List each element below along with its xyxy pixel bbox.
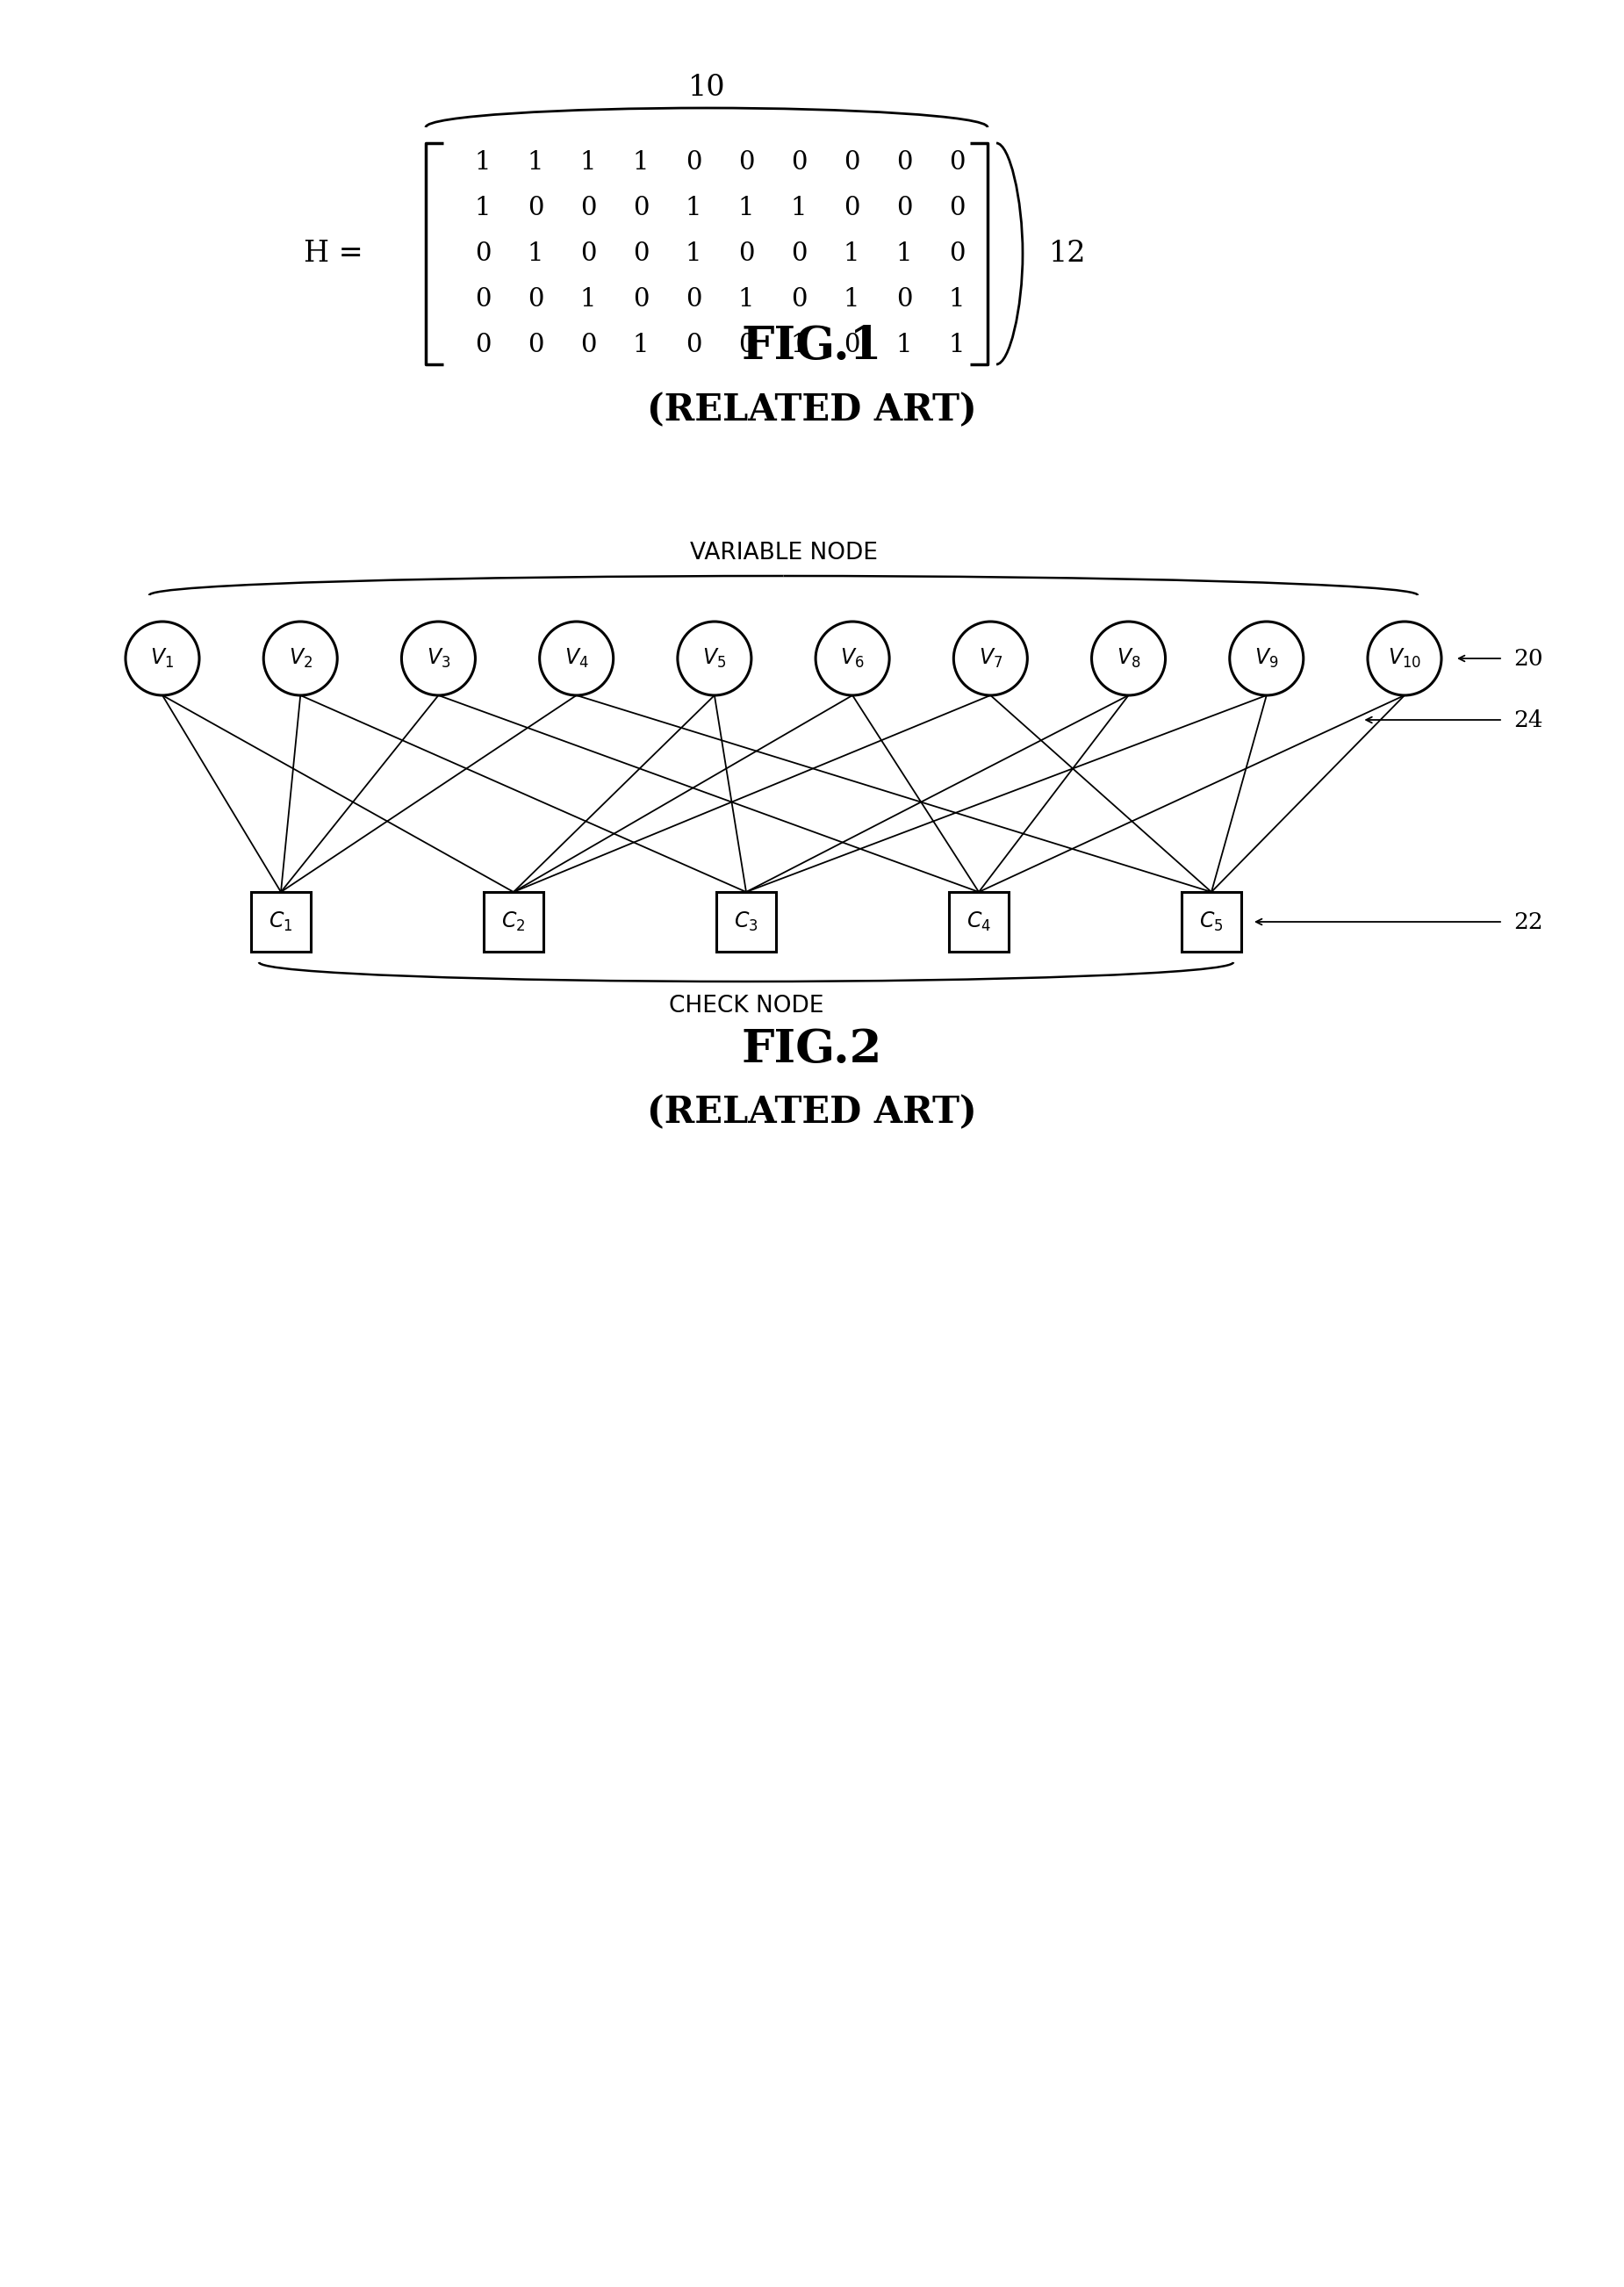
Circle shape — [1367, 622, 1442, 695]
Text: 0: 0 — [791, 151, 807, 174]
Text: 0: 0 — [633, 197, 650, 220]
Text: 0: 0 — [896, 151, 913, 174]
Circle shape — [401, 622, 476, 695]
Text: H =: H = — [304, 240, 364, 268]
Text: 1: 1 — [580, 151, 596, 174]
Text: 1: 1 — [737, 197, 754, 220]
Text: 1: 1 — [737, 288, 754, 311]
Text: 22: 22 — [1514, 910, 1543, 933]
Circle shape — [1229, 622, 1304, 695]
Text: 1: 1 — [896, 242, 913, 265]
Text: $V_2$: $V_2$ — [289, 647, 312, 670]
Text: 0: 0 — [580, 242, 596, 265]
Text: 0: 0 — [633, 242, 650, 265]
Text: FIG.2: FIG.2 — [742, 1027, 882, 1073]
Text: 1: 1 — [474, 197, 490, 220]
Text: 1: 1 — [528, 242, 544, 265]
Text: $V_6$: $V_6$ — [840, 647, 864, 670]
Text: 1: 1 — [685, 197, 702, 220]
Text: 1: 1 — [685, 242, 702, 265]
Text: $V_9$: $V_9$ — [1254, 647, 1278, 670]
Text: 0: 0 — [580, 332, 596, 357]
Text: 20: 20 — [1514, 647, 1543, 670]
Text: 1: 1 — [791, 197, 807, 220]
Text: 0: 0 — [896, 197, 913, 220]
Text: 0: 0 — [528, 197, 544, 220]
Text: 1: 1 — [843, 288, 859, 311]
Text: 0: 0 — [737, 151, 754, 174]
Circle shape — [125, 622, 200, 695]
Text: $C_3$: $C_3$ — [734, 910, 758, 933]
Text: 0: 0 — [474, 288, 490, 311]
Text: 0: 0 — [843, 151, 859, 174]
Circle shape — [953, 622, 1028, 695]
Text: 0: 0 — [791, 288, 807, 311]
Text: FIG.1: FIG.1 — [742, 325, 882, 368]
Circle shape — [677, 622, 752, 695]
Text: 24: 24 — [1514, 709, 1543, 732]
Text: $C_4$: $C_4$ — [966, 910, 991, 933]
Text: 0: 0 — [580, 197, 596, 220]
Text: 1: 1 — [528, 151, 544, 174]
Text: 1: 1 — [633, 332, 650, 357]
FancyBboxPatch shape — [716, 892, 776, 951]
Text: 0: 0 — [948, 151, 965, 174]
Text: $C_1$: $C_1$ — [270, 910, 292, 933]
Text: 0: 0 — [685, 288, 702, 311]
Text: 0: 0 — [737, 332, 754, 357]
Text: $V_{10}$: $V_{10}$ — [1389, 647, 1421, 670]
Text: 1: 1 — [948, 288, 965, 311]
Text: 0: 0 — [948, 197, 965, 220]
Text: $V_3$: $V_3$ — [427, 647, 450, 670]
Text: $V_8$: $V_8$ — [1116, 647, 1140, 670]
FancyBboxPatch shape — [484, 892, 544, 951]
Text: 0: 0 — [685, 151, 702, 174]
Text: 12: 12 — [1049, 240, 1086, 268]
Text: $V_5$: $V_5$ — [703, 647, 726, 670]
Text: 0: 0 — [737, 242, 754, 265]
Text: 0: 0 — [843, 197, 859, 220]
Text: VARIABLE NODE: VARIABLE NODE — [690, 542, 877, 565]
Text: 1: 1 — [896, 332, 913, 357]
Text: 0: 0 — [528, 288, 544, 311]
Text: $V_7$: $V_7$ — [979, 647, 1002, 670]
Text: 1: 1 — [633, 151, 650, 174]
FancyBboxPatch shape — [948, 892, 1009, 951]
Text: $V_1$: $V_1$ — [151, 647, 174, 670]
Text: 0: 0 — [896, 288, 913, 311]
Text: (RELATED ART): (RELATED ART) — [646, 391, 978, 428]
Text: 0: 0 — [948, 242, 965, 265]
Circle shape — [539, 622, 614, 695]
Text: $V_4$: $V_4$ — [564, 647, 588, 670]
Text: 0: 0 — [843, 332, 859, 357]
Text: 0: 0 — [474, 242, 490, 265]
FancyBboxPatch shape — [252, 892, 310, 951]
Circle shape — [1091, 622, 1166, 695]
Text: (RELATED ART): (RELATED ART) — [646, 1093, 978, 1130]
Text: $C_2$: $C_2$ — [502, 910, 526, 933]
Text: 0: 0 — [474, 332, 490, 357]
Text: 10: 10 — [689, 73, 726, 103]
Text: 0: 0 — [528, 332, 544, 357]
Text: 1: 1 — [948, 332, 965, 357]
Text: 0: 0 — [685, 332, 702, 357]
Text: 1: 1 — [580, 288, 596, 311]
Circle shape — [263, 622, 338, 695]
Text: $C_5$: $C_5$ — [1200, 910, 1223, 933]
FancyBboxPatch shape — [1182, 892, 1241, 951]
Text: 1: 1 — [474, 151, 490, 174]
Text: 1: 1 — [791, 332, 807, 357]
Circle shape — [815, 622, 890, 695]
Text: 1: 1 — [843, 242, 859, 265]
Text: 0: 0 — [791, 242, 807, 265]
Text: CHECK NODE: CHECK NODE — [669, 995, 823, 1018]
Text: 0: 0 — [633, 288, 650, 311]
